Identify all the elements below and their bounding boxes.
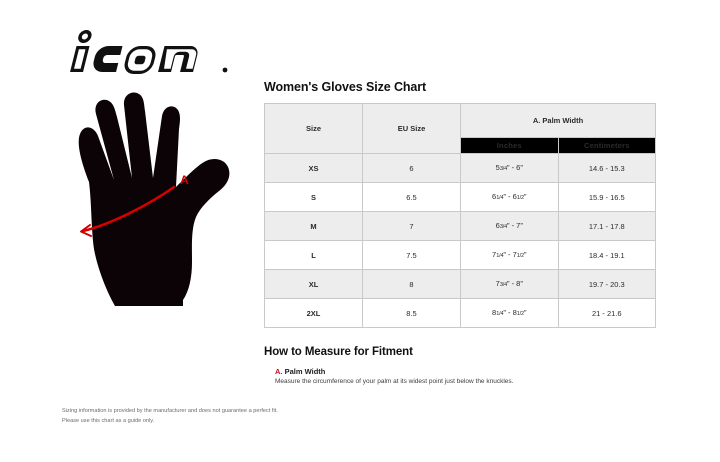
palm-width-arrowhead: [80, 224, 92, 237]
cell-size: 2XL: [264, 298, 363, 328]
table-row: S 6.5 61/4” - 61/2” 15.9 - 16.5: [264, 182, 656, 212]
palm-width-label: A: [180, 173, 189, 187]
how-to-measure-item-body: Measure the circumference of your palm a…: [275, 378, 514, 385]
footer-disclaimer: Sizing information is provided by the ma…: [62, 407, 482, 427]
how-to-measure-item-title: A. Palm Width: [264, 367, 656, 376]
cell-centimeters: 21 - 21.6: [557, 298, 656, 328]
table-row: L 7.5 71/4” - 71/2” 18.4 - 19.1: [264, 240, 656, 270]
column-header-eu-size: EU Size: [362, 103, 461, 154]
column-header-size: Size: [264, 103, 363, 154]
icon-wordmark-logo: [70, 30, 228, 74]
cell-size: M: [264, 211, 363, 241]
disclaimer-line-2: Please use this chart as a guide only.: [62, 417, 155, 424]
cell-inches: 71/4” - 71/2”: [460, 240, 559, 270]
column-header-centimeters: Centimeters: [557, 136, 656, 155]
cell-centimeters: 18.4 - 19.1: [557, 240, 656, 270]
how-to-measure-section: How to Measure for Fitment A. Palm Width…: [264, 346, 656, 387]
cell-size: XL: [264, 269, 363, 299]
column-header-inches: Inches: [460, 136, 559, 155]
table-body: XS 6 53/4” - 6” 14.6 - 15.3 S 6.5 61/4” …: [264, 153, 656, 328]
cell-eu-size: 8: [362, 269, 461, 299]
hand-silhouette: A: [78, 92, 230, 306]
cell-size: L: [264, 240, 363, 270]
disclaimer-line-1: Sizing information is provided by the ma…: [62, 408, 278, 414]
table-row: 2XL 8.5 81/4” - 81/2” 21 - 21.6: [264, 298, 656, 328]
cell-inches: 81/4” - 81/2”: [460, 298, 559, 328]
cell-inches: 63/4” - 7”: [460, 211, 559, 241]
cell-eu-size: 6: [362, 153, 461, 183]
cell-inches: 53/4” - 6”: [460, 153, 559, 183]
cell-eu-size: 6.5: [362, 182, 461, 212]
table-header-row-top: Size EU Size A. Palm Width: [264, 103, 656, 154]
page-title: Women's Gloves Size Chart: [264, 80, 427, 94]
hand-palm-width-diagram: A: [52, 86, 262, 321]
measure-marker: A.: [275, 367, 283, 376]
size-chart-panel: Women's Gloves Size Chart Size EU Size A…: [264, 80, 656, 387]
cell-centimeters: 14.6 - 15.3: [557, 153, 656, 183]
brand-logo: [58, 24, 238, 76]
cell-centimeters: 17.1 - 17.8: [557, 211, 656, 241]
palm-width-arc: [81, 185, 176, 233]
cell-size: S: [264, 182, 363, 212]
cell-eu-size: 7: [362, 211, 461, 241]
cell-inches: 73/4” - 8”: [460, 269, 559, 299]
how-to-measure-title: How to Measure for Fitment: [264, 346, 413, 358]
measure-item-label: Palm Width: [284, 367, 326, 376]
size-chart-table: Size EU Size A. Palm Width Inches Centim…: [264, 103, 656, 328]
cell-centimeters: 19.7 - 20.3: [557, 269, 656, 299]
column-header-palm-width-group: A. Palm Width: [460, 103, 656, 138]
cell-inches: 61/4” - 61/2”: [460, 182, 559, 212]
table-header-row-sub: Inches Centimeters: [265, 136, 656, 155]
table-header: Size EU Size A. Palm Width Inches Centim…: [264, 103, 656, 155]
table-row: M 7 63/4” - 7” 17.1 - 17.8: [264, 211, 656, 241]
table-row: XS 6 53/4” - 6” 14.6 - 15.3: [264, 153, 656, 183]
cell-eu-size: 8.5: [362, 298, 461, 328]
cell-eu-size: 7.5: [362, 240, 461, 270]
table-row: XL 8 73/4” - 8” 19.7 - 20.3: [264, 269, 656, 299]
cell-size: XS: [264, 153, 363, 183]
cell-centimeters: 15.9 - 16.5: [557, 182, 656, 212]
